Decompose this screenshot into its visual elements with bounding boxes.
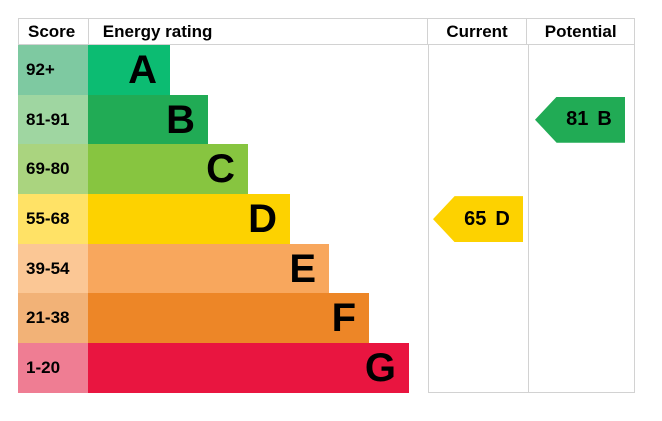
band-row-g: 1-20 G <box>18 343 635 393</box>
bands-area: 92+ A 81-91 B 69-80 C 55-68 D 39-54 E 21… <box>18 45 635 393</box>
current-score-value: 65 <box>464 207 487 230</box>
score-range-d: 55-68 <box>18 194 88 244</box>
score-range-a: 92+ <box>18 45 88 95</box>
header-potential: Potential <box>544 21 617 41</box>
band-bar-g: G <box>88 343 409 393</box>
band-row-d: 55-68 D <box>18 194 635 244</box>
score-range-b: 81-91 <box>18 94 88 145</box>
band-row-f: 21-38 F <box>18 293 635 344</box>
band-bar-d: D <box>88 194 290 244</box>
current-band-letter: D <box>495 207 510 230</box>
potential-column: 81 B <box>528 45 635 393</box>
score-range-g: 1-20 <box>18 343 88 393</box>
table-header: Score Energy rating Current Potential <box>18 18 635 45</box>
potential-rating-arrow: 81 B <box>535 96 625 143</box>
current-rating-arrow: 65 D <box>433 196 523 243</box>
header-score: Score <box>19 19 89 44</box>
band-bar-e: E <box>88 243 329 294</box>
band-bar-b: B <box>88 94 208 145</box>
band-bar-a: A <box>88 45 170 95</box>
score-range-c: 69-80 <box>18 144 88 195</box>
band-bar-c: C <box>88 144 248 195</box>
header-current: Current <box>428 19 528 44</box>
score-range-f: 21-38 <box>18 293 88 344</box>
potential-band-letter: B <box>597 108 612 131</box>
band-row-b: 81-91 B <box>18 94 635 145</box>
epc-table: Score Energy rating Current Potential 92… <box>18 18 635 393</box>
band-bar-f: F <box>88 293 369 344</box>
potential-score-value: 81 <box>566 108 589 131</box>
band-row-e: 39-54 E <box>18 243 635 294</box>
current-column: 65 D <box>428 45 528 393</box>
band-row-c: 69-80 C <box>18 144 635 195</box>
band-row-a: 92+ A <box>18 45 635 95</box>
score-range-e: 39-54 <box>18 243 88 294</box>
header-energy-rating: Energy rating <box>89 19 428 44</box>
